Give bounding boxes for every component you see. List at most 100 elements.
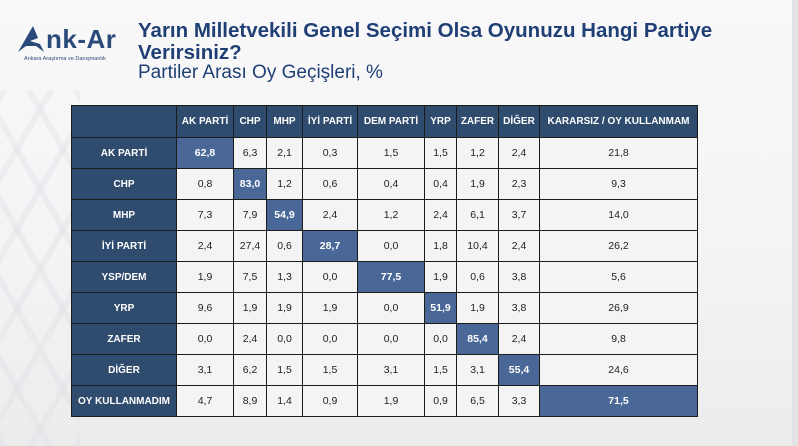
column-header: ZAFER (456, 105, 499, 138)
table-cell: 1,2 (357, 199, 425, 231)
table-row: YRP 9,6 1,9 1,9 1,9 0,0 51,9 1,9 3,8 26,9 (71, 292, 698, 324)
table-cell: 1,2 (266, 168, 303, 200)
table-cell: 3,1 (176, 354, 234, 386)
table-cell-highlighted: 83,0 (233, 168, 267, 200)
table-cell: 10,4 (456, 230, 499, 262)
table-cell: 1,2 (456, 137, 499, 169)
table-cell: 6,1 (456, 199, 499, 231)
table-cell-highlighted: 55,4 (498, 354, 540, 386)
table-cell: 1,3 (266, 261, 303, 293)
table-cell: 8,9 (233, 385, 267, 417)
ankar-logo: nk-Ar Ankara Araştırma ve Danışmanlık (16, 22, 126, 70)
table-cell: 2,4 (176, 230, 234, 262)
table-cell: 3,7 (498, 199, 540, 231)
table-cell: 1,5 (424, 137, 457, 169)
table-cell: 0,9 (302, 385, 358, 417)
logo-subtitle: Ankara Araştırma ve Danışmanlık (24, 56, 106, 62)
table-cell: 3,3 (498, 385, 540, 417)
table-cell: 0,6 (302, 168, 358, 200)
table-cell: 1,4 (266, 385, 303, 417)
table-cell: 1,5 (424, 354, 457, 386)
table-row: MHP 7,3 7,9 54,9 2,4 1,2 2,4 6,1 3,7 14,0 (71, 199, 698, 231)
table-corner (71, 105, 177, 138)
table-cell: 7,5 (233, 261, 267, 293)
table-cell: 0,0 (176, 323, 234, 355)
table-cell-highlighted: 51,9 (424, 292, 457, 324)
table-cell: 1,9 (266, 292, 303, 324)
table-cell: 5,6 (539, 261, 698, 293)
table-cell: 2,4 (498, 230, 540, 262)
column-header: MHP (266, 105, 303, 138)
vote-transition-table: AK PARTİ CHP MHP İYİ PARTİ DEM PARTİ YRP… (71, 105, 698, 417)
column-header: DİĞER (498, 105, 540, 138)
table-cell: 7,3 (176, 199, 234, 231)
column-header: AK PARTİ (176, 105, 234, 138)
table-cell: 6,5 (456, 385, 499, 417)
row-header: YSP/DEM (71, 261, 177, 293)
table-cell: 2,4 (233, 323, 267, 355)
table-cell: 2,4 (424, 199, 457, 231)
table-cell-highlighted: 77,5 (357, 261, 425, 293)
row-header: AK PARTİ (71, 137, 177, 169)
table-cell: 1,9 (233, 292, 267, 324)
row-header: CHP (71, 168, 177, 200)
row-header: İYİ PARTİ (71, 230, 177, 262)
table-cell: 0,4 (357, 168, 425, 200)
table-cell: 0,0 (357, 323, 425, 355)
table-row: YSP/DEM 1,9 7,5 1,3 0,0 77,5 1,9 0,6 3,8 5,6 (71, 261, 698, 293)
table-row: CHP 0,8 83,0 1,2 0,6 0,4 0,4 1,9 2,3 9,3 (71, 168, 698, 200)
column-header: CHP (233, 105, 267, 138)
table-cell-highlighted: 62,8 (176, 137, 234, 169)
table-header-row: AK PARTİ CHP MHP İYİ PARTİ DEM PARTİ YRP… (71, 105, 698, 138)
table-cell: 0,6 (456, 261, 499, 293)
table-cell: 3,8 (498, 292, 540, 324)
row-header: MHP (71, 199, 177, 231)
logo-a-icon (18, 26, 44, 52)
column-header: İYİ PARTİ (302, 105, 358, 138)
background-pattern (0, 90, 80, 446)
table-cell: 1,9 (302, 292, 358, 324)
table-row: AK PARTİ 62,8 6,3 2,1 0,3 1,5 1,5 1,2 2,4 21,8 (71, 137, 698, 169)
column-header: YRP (424, 105, 457, 138)
column-header: DEM PARTİ (357, 105, 425, 138)
row-header: ZAFER (71, 323, 177, 355)
table-cell: 1,8 (424, 230, 457, 262)
table-row: İYİ PARTİ 2,4 27,4 0,6 28,7 0,0 1,8 10,4 2,4 26,2 (71, 230, 698, 262)
table-cell: 0,0 (302, 323, 358, 355)
table-cell: 1,5 (266, 354, 303, 386)
table-cell: 26,9 (539, 292, 698, 324)
table-cell: 0,0 (357, 230, 425, 262)
table-cell: 4,7 (176, 385, 234, 417)
table-row: ZAFER 0,0 2,4 0,0 0,0 0,0 0,0 85,4 2,4 9,8 (71, 323, 698, 355)
table-cell: 0,9 (424, 385, 457, 417)
table-cell: 1,9 (456, 292, 499, 324)
table-cell: 9,3 (539, 168, 698, 200)
table-cell: 1,9 (357, 385, 425, 417)
table-cell: 2,4 (302, 199, 358, 231)
row-header: OY KULLANMADIM (71, 385, 177, 417)
table-cell: 3,1 (357, 354, 425, 386)
table-row: OY KULLANMADIM 4,7 8,9 1,4 0,9 1,9 0,9 6,5 3,3 71… (71, 385, 698, 417)
table-cell: 0,3 (302, 137, 358, 169)
table-cell: 0,4 (424, 168, 457, 200)
table-cell: 1,9 (424, 261, 457, 293)
table-cell: 7,9 (233, 199, 267, 231)
table-cell-highlighted: 54,9 (266, 199, 303, 231)
table-row: DİĞER 3,1 6,2 1,5 1,5 3,1 1,5 3,1 55,4 24,6 (71, 354, 698, 386)
table-cell: 26,2 (539, 230, 698, 262)
logo-text: nk-Ar (46, 24, 117, 54)
page-title: Yarın Milletvekili Genel Seçimi Olsa Oyu… (138, 19, 713, 64)
table-cell: 2,4 (498, 323, 540, 355)
table-cell: 9,6 (176, 292, 234, 324)
table-cell: 6,2 (233, 354, 267, 386)
table-cell: 1,9 (176, 261, 234, 293)
table-cell: 21,8 (539, 137, 698, 169)
page-subtitle: Partiler Arası Oy Geçişleri, % (138, 62, 383, 83)
table-cell: 0,6 (266, 230, 303, 262)
table-cell: 9,8 (539, 323, 698, 355)
table-cell: 1,9 (456, 168, 499, 200)
slide-edge (792, 0, 798, 446)
table-cell: 0,0 (302, 261, 358, 293)
table-cell-highlighted: 85,4 (456, 323, 499, 355)
table-cell: 0,0 (424, 323, 457, 355)
